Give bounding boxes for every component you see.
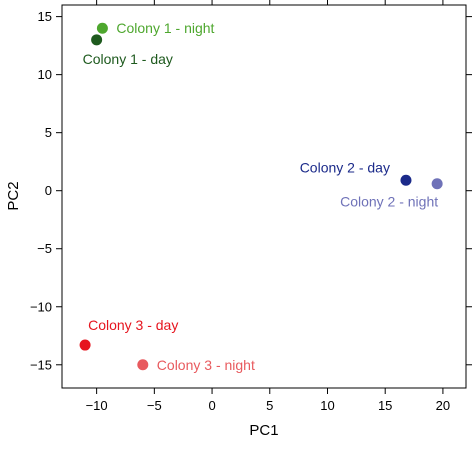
y-tick-label: −5 [37, 241, 52, 256]
data-point [96, 22, 108, 34]
point-label: Colony 2 - day [300, 159, 390, 175]
x-tick-label: 10 [320, 398, 334, 413]
point-label: Colony 1 - day [83, 51, 173, 67]
plot-frame [61, 4, 467, 389]
data-point [431, 178, 443, 190]
x-axis-label: PC1 [249, 422, 278, 439]
y-tick-label: −10 [30, 299, 52, 314]
y-tick-label: 15 [38, 9, 52, 24]
point-label: Colony 2 - night [340, 194, 438, 210]
x-tick-label: 20 [436, 398, 450, 413]
x-tick-label: 15 [378, 398, 392, 413]
data-point [137, 359, 149, 371]
data-point [91, 34, 103, 46]
y-tick-label: 0 [45, 183, 52, 198]
point-label: Colony 3 - day [88, 317, 178, 333]
data-point [400, 174, 412, 186]
x-tick-label: −5 [147, 398, 162, 413]
point-label: Colony 1 - night [116, 20, 214, 36]
y-tick-label: 10 [38, 67, 52, 82]
x-tick-label: 5 [266, 398, 273, 413]
y-tick-label: −15 [30, 357, 52, 372]
y-axis: −15 −10 −5 0 5 10 15 [30, 9, 472, 372]
x-tick-label: 0 [208, 398, 215, 413]
x-axis: −10 −5 0 5 10 15 20 [86, 0, 450, 413]
point-label: Colony 3 - night [157, 357, 255, 373]
x-tick-label: −10 [86, 398, 108, 413]
y-tick-label: 5 [45, 125, 52, 140]
y-axis-label: PC2 [5, 181, 22, 210]
data-points: Colony 1 - night Colony 1 - day Colony 2 -… [79, 20, 443, 373]
data-point [79, 339, 91, 351]
